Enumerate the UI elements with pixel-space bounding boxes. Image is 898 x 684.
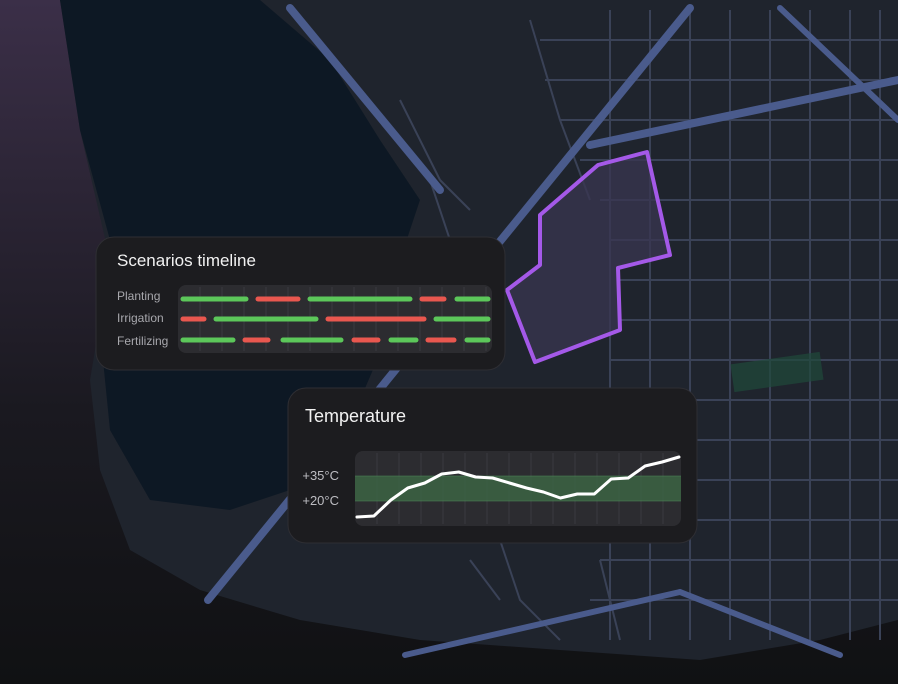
card-title: Scenarios timeline — [117, 251, 256, 270]
card-title: Temperature — [305, 406, 406, 426]
y-tick-label: +35°C — [302, 468, 339, 483]
row-label: Irrigation — [117, 311, 164, 325]
timeline-segments — [180, 296, 491, 343]
y-tick-label: +20°C — [302, 493, 339, 508]
temperature-line — [355, 455, 681, 519]
comfort-band — [355, 476, 681, 501]
selected-area[interactable] — [505, 150, 672, 364]
park — [730, 351, 824, 393]
scenarios-card: Scenarios timeline Planting Irrigation F… — [95, 236, 506, 371]
row-label: Planting — [117, 289, 160, 303]
temperature-card: Temperature +35°C +20°C — [287, 387, 698, 544]
row-label: Fertilizing — [117, 334, 168, 348]
